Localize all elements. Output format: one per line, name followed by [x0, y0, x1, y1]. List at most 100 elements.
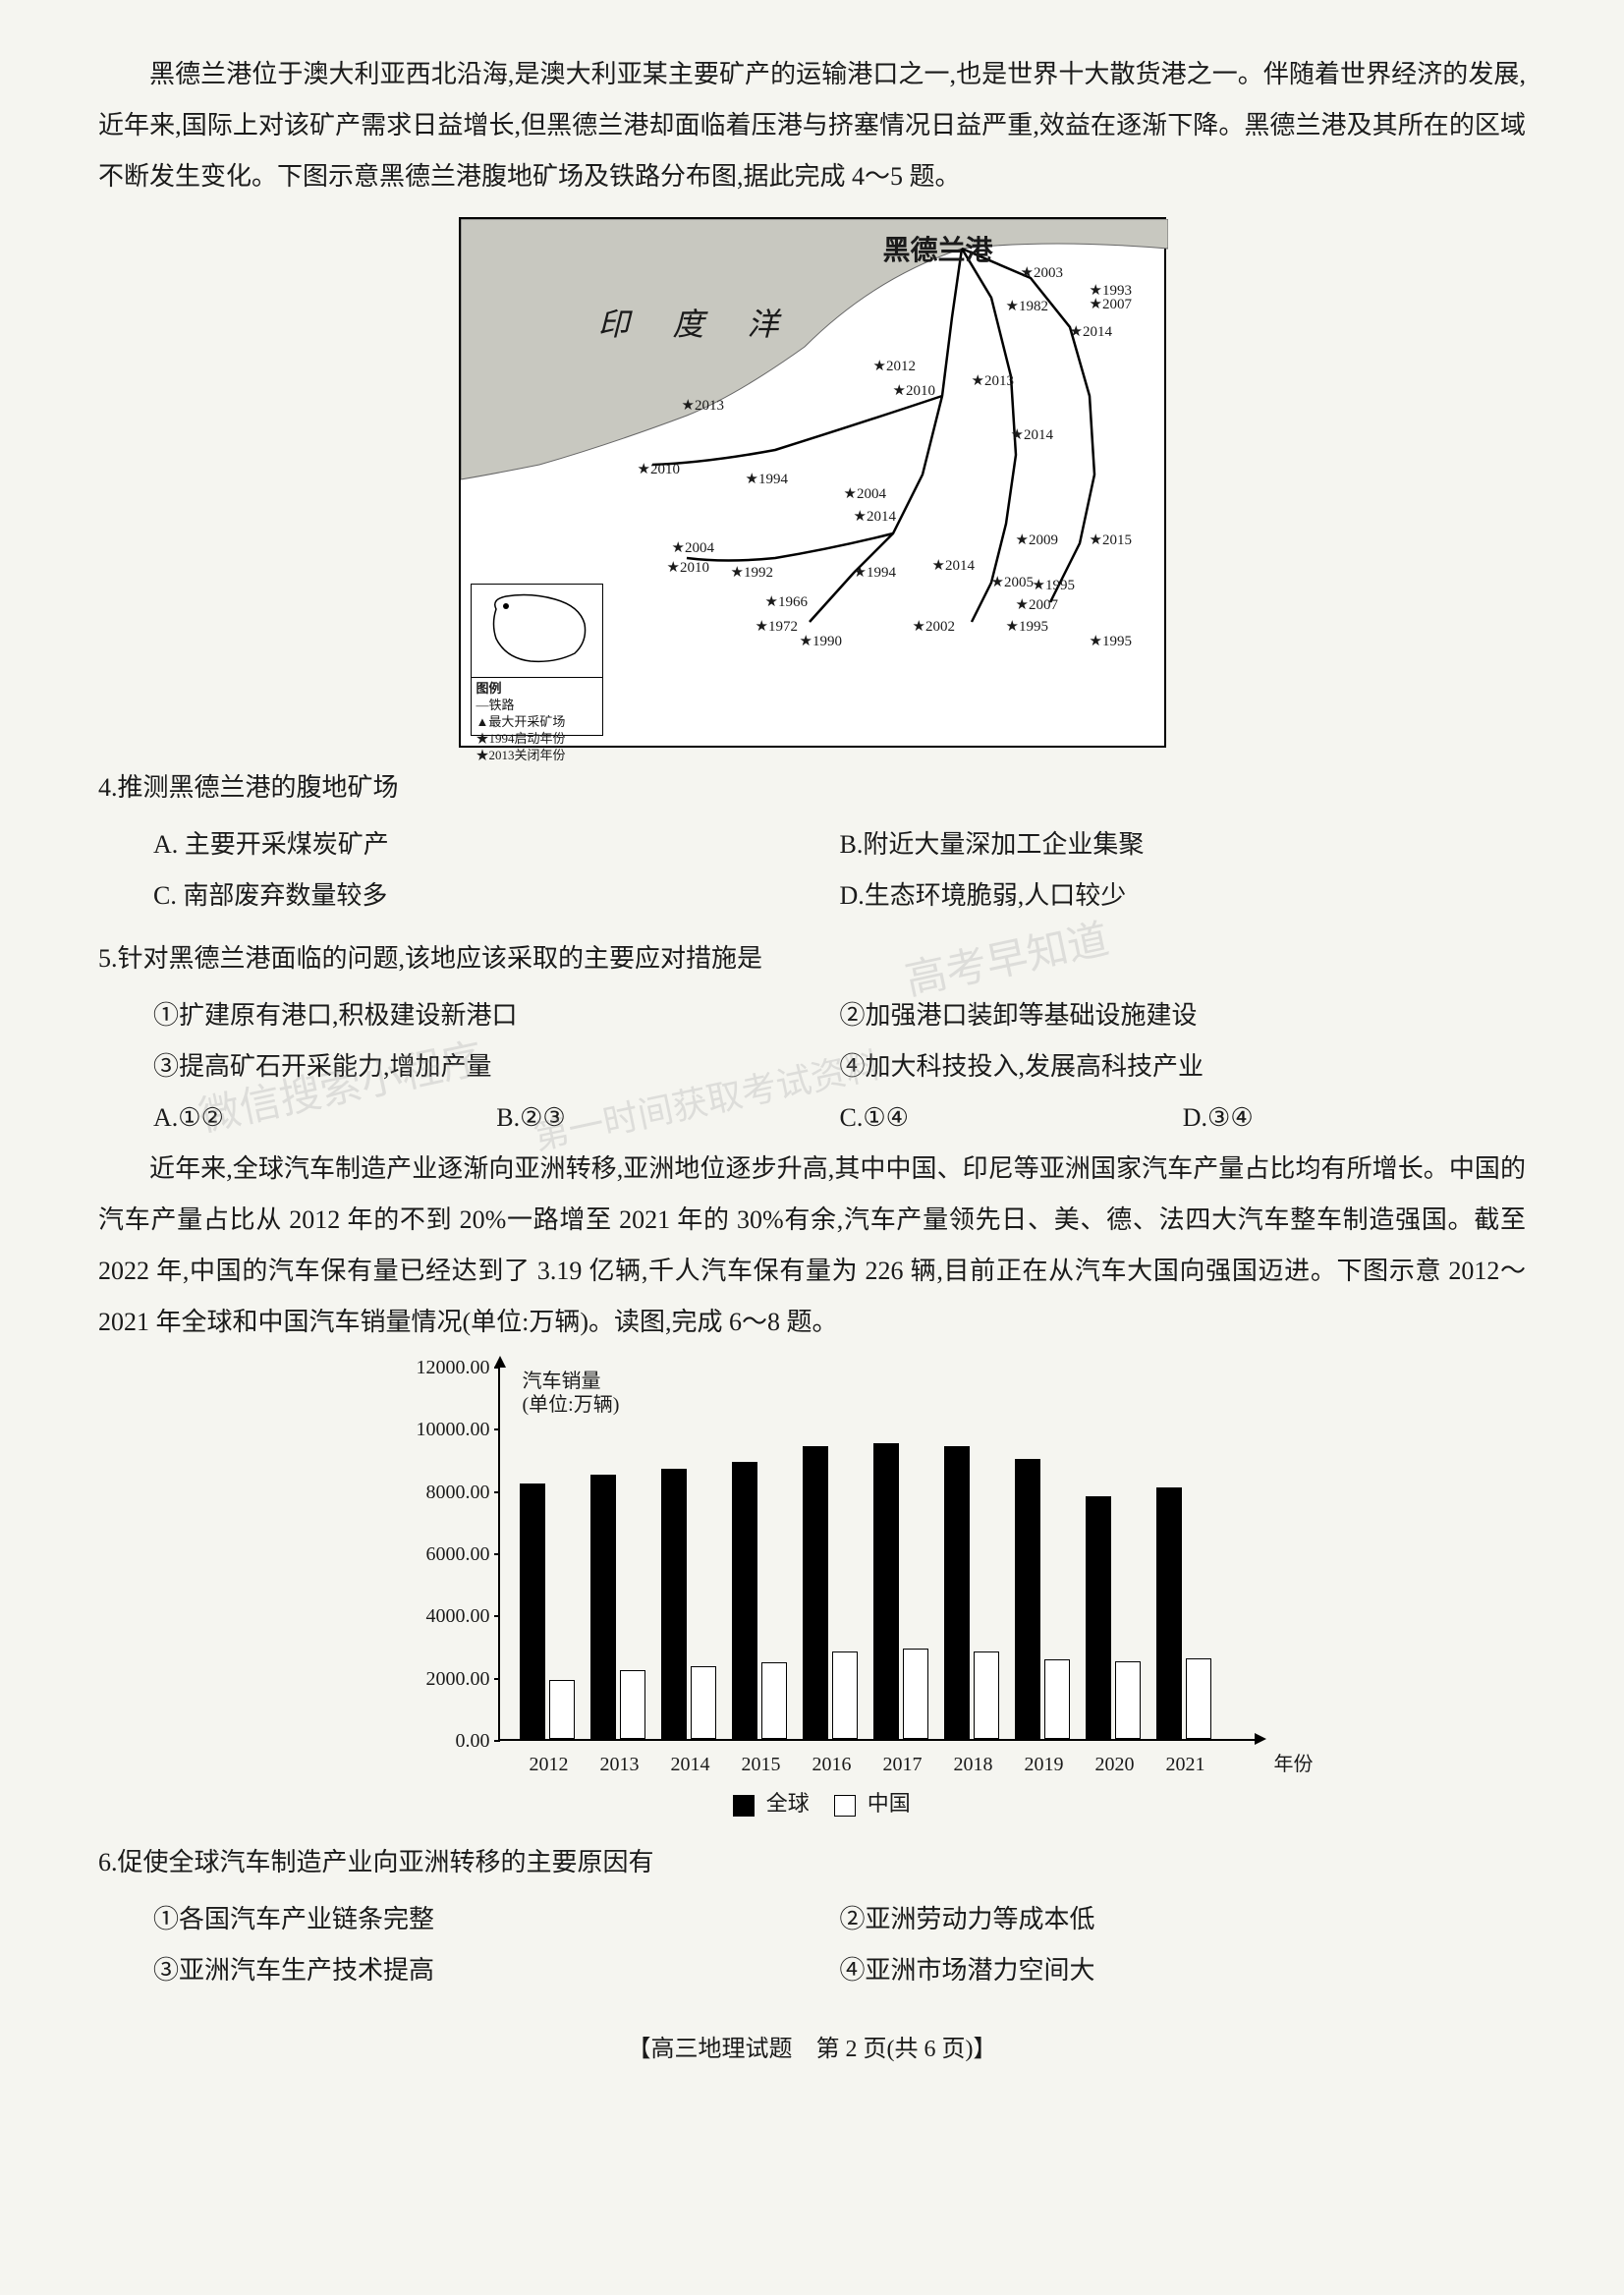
question-4-stem: 4.推测黑德兰港的腹地矿场	[98, 762, 1526, 813]
x-tick-label: 2014	[661, 1745, 720, 1784]
question-6-subs: ①各国汽车产业链条完整 ②亚洲劳动力等成本低 ③亚洲汽车生产技术提高 ④亚洲市场…	[98, 1894, 1526, 1996]
bar-china	[1186, 1658, 1211, 1739]
page-footer: 【高三地理试题 第 2 页(共 6 页)】	[98, 2026, 1526, 2073]
chart-legend: 全球 中国	[370, 1782, 1255, 1825]
map-mine-point: ★1982	[1006, 292, 1048, 321]
sales-chart: 汽车销量 (单位:万辆) 年份 0.002000.004000.006000.0…	[370, 1368, 1255, 1825]
x-tick-label: 2017	[873, 1745, 932, 1784]
q5-sub-3: ③提高矿石开采能力,增加产量	[153, 1041, 840, 1092]
map-mine-point: ★2014	[1011, 420, 1053, 450]
q5-option-d[interactable]: D.③④	[1183, 1092, 1526, 1144]
legend-item: ★2013关闭年份	[476, 748, 597, 764]
map-mine-point: ★2014	[854, 502, 896, 532]
map-mine-point: ★1972	[756, 612, 798, 642]
legend-title: 图例	[476, 681, 597, 698]
inset-australia	[472, 585, 602, 676]
bar-global	[944, 1446, 970, 1739]
y-tick-label: 2000.00	[372, 1659, 490, 1699]
q6-sub-3: ③亚洲汽车生产技术提高	[153, 1945, 840, 1996]
map-mine-point: ★2003	[1021, 258, 1063, 288]
q5-option-b[interactable]: B.②③	[496, 1092, 839, 1144]
bar-china	[1115, 1661, 1141, 1739]
q5-sub-1: ①扩建原有港口,积极建设新港口	[153, 990, 840, 1041]
bar-china	[903, 1649, 928, 1739]
q5-option-c[interactable]: C.①④	[840, 1092, 1183, 1144]
bar-china	[549, 1680, 575, 1739]
bar-china	[974, 1651, 999, 1739]
map-mine-point: ★1990	[800, 627, 842, 656]
q6-sub-1: ①各国汽车产业链条完整	[153, 1894, 840, 1945]
bar-china	[620, 1670, 645, 1739]
map-mine-point: ★2013	[682, 391, 724, 420]
legend-item: ▲最大开采矿场	[476, 714, 597, 731]
q6-sub-2: ②亚洲劳动力等成本低	[840, 1894, 1527, 1945]
legend-swatch-china	[834, 1795, 856, 1817]
question-5-options: A.①② B.②③ C.①④ D.③④	[98, 1092, 1526, 1144]
x-tick-label: 2020	[1086, 1745, 1145, 1784]
map-mine-point: ★2013	[972, 366, 1014, 396]
map-mine-point: ★2009	[1016, 526, 1058, 555]
map-legend: 图例 —铁路 ▲最大开采矿场 ★1994启动年份 ★2013关闭年份	[472, 678, 602, 766]
legend-label-china: 中国	[868, 1791, 911, 1816]
map-mine-point: ★2014	[1070, 317, 1112, 347]
q4-option-a[interactable]: A. 主要开采煤炭矿产	[153, 819, 840, 870]
x-tick-label: 2012	[520, 1745, 579, 1784]
map-mine-point: ★2010	[638, 455, 680, 484]
map-mine-point: ★2014	[932, 551, 975, 581]
bar-global	[873, 1443, 899, 1739]
question-4-options: A. 主要开采煤炭矿产 B.附近大量深加工企业集聚 C. 南部废弃数量较多 D.…	[98, 819, 1526, 922]
y-tick-label: 0.00	[372, 1721, 490, 1761]
x-tick-label: 2015	[732, 1745, 791, 1784]
map-mine-point: ★1994	[854, 558, 896, 588]
bar-global	[520, 1483, 545, 1739]
y-tick-label: 10000.00	[372, 1410, 490, 1449]
q5-option-a[interactable]: A.①②	[153, 1092, 496, 1144]
legend-item: —铁路	[476, 698, 597, 714]
q5-sub-4: ④加大科技投入,发展高科技产业	[840, 1041, 1527, 1092]
x-tick-label: 2021	[1156, 1745, 1215, 1784]
map-mine-point: ★1995	[1006, 612, 1048, 642]
bar-global	[803, 1446, 828, 1739]
x-tick-label: 2013	[590, 1745, 649, 1784]
question-5-stem: 5.针对黑德兰港面临的问题,该地应该采取的主要应对措施是	[98, 933, 1526, 984]
x-tick-label: 2018	[944, 1745, 1003, 1784]
q4-option-c[interactable]: C. 南部废弃数量较多	[153, 870, 840, 922]
bar-china	[832, 1651, 858, 1739]
x-tick-label: 2016	[803, 1745, 862, 1784]
passage-2: 近年来,全球汽车制造产业逐渐向亚洲转移,亚洲地位逐步升高,其中中国、印尼等亚洲国…	[98, 1144, 1526, 1348]
bar-china	[691, 1666, 716, 1739]
map-mine-point: ★2002	[913, 612, 955, 642]
y-tick-label: 12000.00	[372, 1348, 490, 1387]
q4-option-d[interactable]: D.生态环境脆弱,人口较少	[840, 870, 1527, 922]
map-figure: 印 度 洋 黑德兰港 ★2003★1993★1982★2007★2014★201…	[459, 217, 1166, 748]
x-axis-label: 年份	[1274, 1745, 1314, 1784]
map-port-label: 黑德兰港	[883, 224, 993, 279]
bar-global	[732, 1462, 757, 1739]
map-mine-point: ★1994	[746, 465, 788, 494]
bar-global	[590, 1475, 616, 1739]
map-inset: 图例 —铁路 ▲最大开采矿场 ★1994启动年份 ★2013关闭年份	[471, 584, 603, 736]
map-mine-point: ★2015	[1090, 526, 1132, 555]
map-mine-point: ★1995	[1090, 627, 1132, 656]
bar-china	[1044, 1659, 1070, 1739]
bar-global	[661, 1469, 687, 1740]
map-mine-point: ★2010	[893, 376, 935, 406]
bar-global	[1015, 1459, 1040, 1739]
legend-item: ★1994启动年份	[476, 731, 597, 748]
y-tick-label: 6000.00	[372, 1535, 490, 1574]
x-axis-arrow	[1255, 1733, 1266, 1745]
y-tick-label: 4000.00	[372, 1596, 490, 1636]
question-6-stem: 6.促使全球汽车制造产业向亚洲转移的主要原因有	[98, 1837, 1526, 1888]
y-tick-label: 8000.00	[372, 1473, 490, 1512]
bar-global	[1086, 1496, 1111, 1739]
map-mine-point: ★2010	[667, 553, 709, 583]
legend-swatch-global	[733, 1795, 755, 1817]
passage-1: 黑德兰港位于澳大利亚西北沿海,是澳大利亚某主要矿产的运输港口之一,也是世界十大散…	[98, 49, 1526, 202]
x-tick-label: 2019	[1015, 1745, 1074, 1784]
q4-option-b[interactable]: B.附近大量深加工企业集聚	[840, 819, 1527, 870]
q5-sub-2: ②加强港口装卸等基础设施建设	[840, 990, 1527, 1041]
bar-global	[1156, 1487, 1182, 1740]
q6-sub-4: ④亚洲市场潜力空间大	[840, 1945, 1527, 1996]
question-5-subs: ①扩建原有港口,积极建设新港口 ②加强港口装卸等基础设施建设 ③提高矿石开采能力…	[98, 990, 1526, 1092]
map-ocean-label: 印 度 洋	[598, 293, 797, 356]
